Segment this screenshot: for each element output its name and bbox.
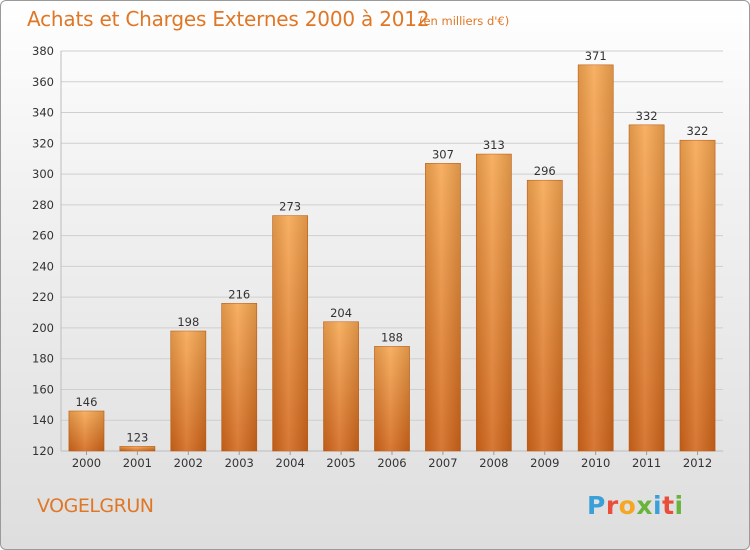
logo-letter: t xyxy=(662,491,675,520)
x-tick-label: 2009 xyxy=(530,456,559,470)
bar-shine xyxy=(425,163,461,452)
data-label: 322 xyxy=(687,124,709,138)
data-label: 307 xyxy=(432,147,454,161)
y-tick-label: 320 xyxy=(32,136,54,150)
logo-letter: i xyxy=(653,491,663,520)
x-tick-label: 2002 xyxy=(174,456,203,470)
data-label: 123 xyxy=(126,430,148,444)
x-tick-label: 2001 xyxy=(123,456,152,470)
data-label: 146 xyxy=(75,395,97,409)
commune-name: VOGELGRUN xyxy=(37,495,154,517)
bar-shine xyxy=(578,64,614,451)
y-tick-label: 280 xyxy=(32,198,54,212)
data-label: 273 xyxy=(279,200,301,214)
data-label: 204 xyxy=(330,306,352,320)
x-tick-label: 2005 xyxy=(326,456,355,470)
x-tick-label: 2012 xyxy=(683,456,712,470)
bar-shine xyxy=(68,411,105,451)
proxiti-logo[interactable]: Proxiti xyxy=(587,491,684,520)
bar-shine xyxy=(374,346,410,451)
x-tick-label: 2006 xyxy=(377,456,406,470)
logo-letter: x xyxy=(636,491,653,520)
y-tick-label: 160 xyxy=(32,382,54,396)
bar-shine xyxy=(527,180,563,451)
data-label: 296 xyxy=(534,164,556,178)
x-tick-label: 2000 xyxy=(72,456,101,470)
bar-shine xyxy=(119,446,155,451)
x-tick-label: 2010 xyxy=(581,456,610,470)
bar-shine xyxy=(629,124,665,451)
y-tick-label: 360 xyxy=(32,75,54,89)
x-tick-label: 2008 xyxy=(479,456,508,470)
x-tick-label: 2004 xyxy=(276,456,305,470)
x-axis: 2000 2001 2002 2003 2004 2005 2006 2007 2008 2009… xyxy=(72,451,712,470)
chart-title: Achats et Charges Externes 2000 à 2012 xyxy=(27,7,430,31)
data-label: 198 xyxy=(177,315,199,329)
bar-shine xyxy=(323,321,359,451)
x-tick-label: 2007 xyxy=(428,456,457,470)
x-tick-label: 2003 xyxy=(225,456,254,470)
y-tick-label: 380 xyxy=(32,44,54,58)
data-label: 313 xyxy=(483,138,505,152)
y-tick-label: 300 xyxy=(32,167,54,181)
y-tick-label: 200 xyxy=(32,321,54,335)
y-tick-label: 340 xyxy=(32,106,54,120)
bar-shine xyxy=(679,140,716,451)
chart-unit: (en milliers d'€) xyxy=(419,14,510,28)
y-tick-label: 220 xyxy=(32,290,54,304)
y-tick-label: 260 xyxy=(32,229,54,243)
logo-letter: r xyxy=(605,491,619,520)
data-label: 332 xyxy=(636,109,658,123)
bar-shine xyxy=(170,331,206,451)
y-tick-label: 120 xyxy=(32,444,54,458)
y-tick-label: 240 xyxy=(32,259,54,273)
y-axis: 120 140 160 180 200 220 240 260 280 300 320 340 360 3… xyxy=(32,44,54,458)
data-label: 371 xyxy=(585,49,607,63)
data-labels: 146 123 198 216 273 204 188 307 313 296 371 332 322 xyxy=(75,49,708,445)
bar-shine xyxy=(221,303,257,451)
bar-shine xyxy=(272,215,308,451)
y-tick-label: 180 xyxy=(32,352,54,366)
logo-letter: o xyxy=(618,491,637,520)
logo-letter: P xyxy=(587,491,606,520)
bars xyxy=(68,64,716,452)
x-tick-label: 2011 xyxy=(632,456,661,470)
bar-shine xyxy=(476,154,512,452)
logo-letter: i xyxy=(674,491,684,520)
data-label: 188 xyxy=(381,330,403,344)
y-tick-label: 140 xyxy=(32,413,54,427)
data-label: 216 xyxy=(228,287,250,301)
